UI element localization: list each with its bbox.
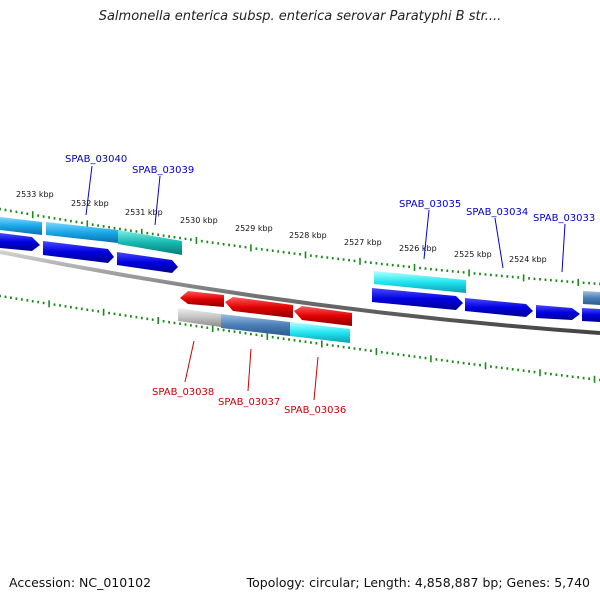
scale-label: 2533 kbp xyxy=(16,190,54,199)
scale-label: 2528 kbp xyxy=(289,231,327,240)
leader-line xyxy=(561,223,566,273)
leader-line xyxy=(247,348,252,392)
gene-arrow xyxy=(225,297,293,318)
gene-label-spab-03036: SPAB_03036 xyxy=(284,405,346,416)
inner-orf-row xyxy=(178,308,350,343)
scale-label: 2529 kbp xyxy=(235,224,273,233)
gene-block xyxy=(118,230,182,255)
scale-label: 2527 kbp xyxy=(344,238,382,247)
gene-arrow xyxy=(372,288,463,310)
scale-label: 2531 kbp xyxy=(125,208,163,217)
gene-labels: SPAB_03040 SPAB_03039 SPAB_03035 SPAB_03… xyxy=(65,154,595,416)
gene-label-spab-03034: SPAB_03034 xyxy=(466,207,528,218)
gene-arrow xyxy=(294,306,352,326)
gene-block xyxy=(0,217,42,235)
leader-line xyxy=(423,209,430,260)
gene-arrow xyxy=(465,298,533,317)
gene-label-spab-03035: SPAB_03035 xyxy=(399,199,461,210)
gene-label-spab-03038: SPAB_03038 xyxy=(152,387,214,398)
leader-line xyxy=(154,175,161,226)
genome-summary: Topology: circular; Length: 4,858,887 bp… xyxy=(246,575,590,590)
scale-label: 2532 kbp xyxy=(71,199,109,208)
gene-arrow xyxy=(0,233,40,251)
leader-line xyxy=(184,340,195,383)
leader-line xyxy=(313,356,319,401)
gene-arrow xyxy=(180,291,224,307)
gene-arrow xyxy=(582,308,600,322)
gene-block xyxy=(290,322,350,343)
accession-text: Accession: NC_010102 xyxy=(9,575,152,590)
backbone xyxy=(0,250,600,335)
gene-block xyxy=(178,308,221,327)
gene-block xyxy=(46,222,118,243)
gene-arrow xyxy=(536,305,580,320)
forward-strand xyxy=(0,233,600,322)
reverse-strand xyxy=(180,291,352,326)
leader-line xyxy=(85,165,93,216)
inner-tick-track xyxy=(0,294,600,383)
gene-block xyxy=(374,271,466,293)
leader-line xyxy=(494,217,504,269)
gene-arrow xyxy=(43,241,114,263)
outer-orf-row xyxy=(0,217,600,305)
scale-label: 2524 kbp xyxy=(509,255,547,264)
gene-label-spab-03037: SPAB_03037 xyxy=(218,397,280,408)
gene-arrow xyxy=(117,252,178,273)
scale-labels: 2533 kbp 2532 kbp 2531 kbp 2530 kbp 2529… xyxy=(16,190,547,264)
gene-label-spab-03033: SPAB_03033 xyxy=(533,213,595,224)
scale-label: 2530 kbp xyxy=(180,216,218,225)
gene-label-spab-03039: SPAB_03039 xyxy=(132,165,194,176)
scale-label: 2526 kbp xyxy=(399,244,437,253)
outer-tick-track xyxy=(0,207,600,286)
map-title: Salmonella enterica subsp. enterica sero… xyxy=(98,9,502,24)
gene-label-spab-03040: SPAB_03040 xyxy=(65,154,127,165)
scale-label: 2525 kbp xyxy=(454,250,492,259)
gene-block xyxy=(221,314,290,336)
leader-lines xyxy=(85,165,566,401)
gene-block xyxy=(583,291,600,305)
